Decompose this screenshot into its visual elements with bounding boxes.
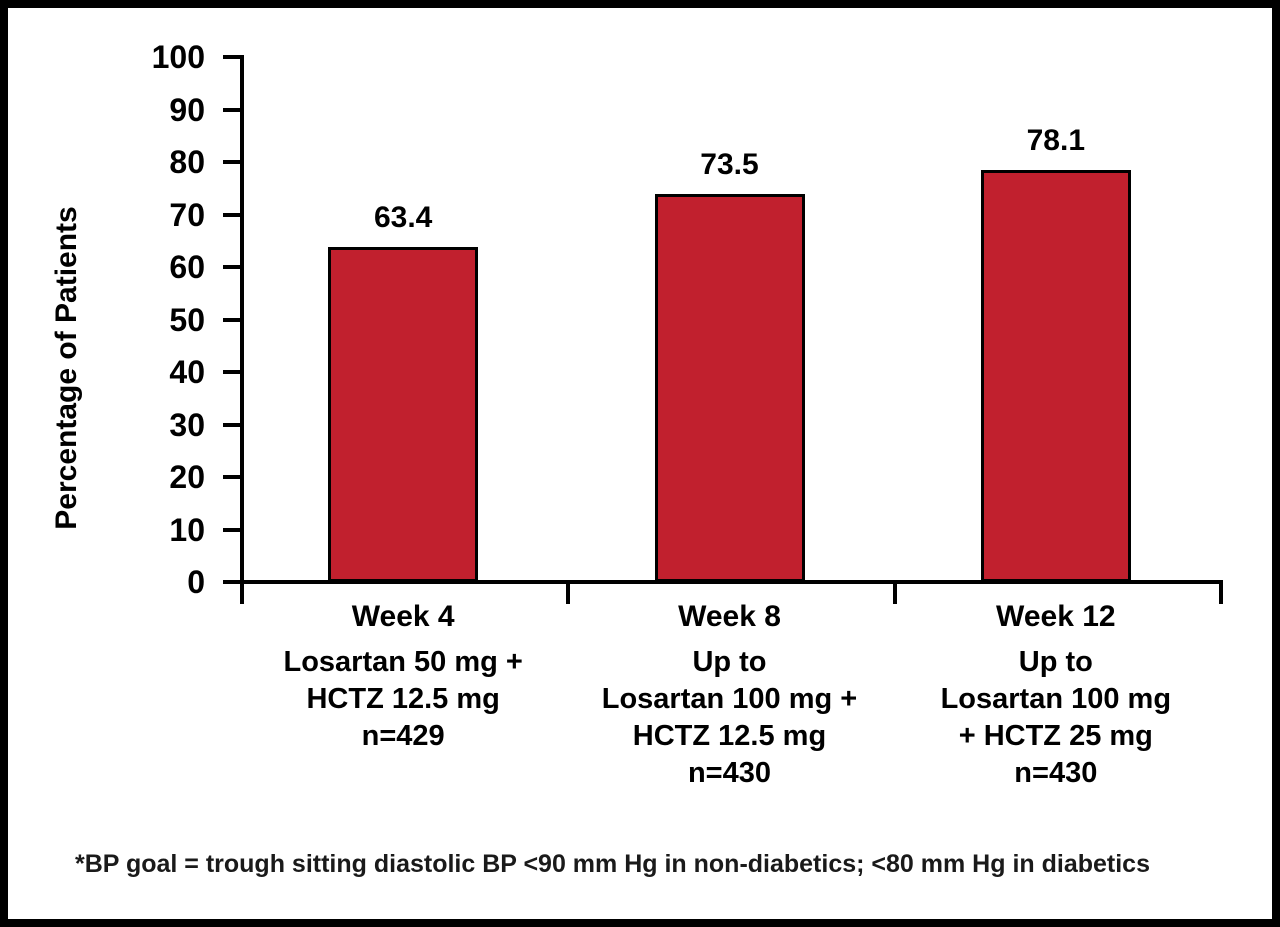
y-axis-tick-label: 90 <box>169 91 205 128</box>
y-axis-tick-label: 70 <box>169 196 205 233</box>
footnote-text: *BP goal = trough sitting diastolic BP <… <box>75 850 1150 878</box>
x-axis-tick <box>1219 580 1223 604</box>
y-axis-tick <box>223 212 240 217</box>
x-axis-tick <box>892 580 897 604</box>
bar-value-label: 78.1 <box>1026 123 1086 157</box>
y-axis-tick-label: 50 <box>169 301 205 338</box>
y-axis-tick-label: 30 <box>169 406 205 443</box>
x-category-label: Week 8 <box>678 600 781 633</box>
y-axis-tick <box>223 580 240 584</box>
y-axis-tick <box>223 475 240 479</box>
y-axis-tick-label: 100 <box>151 39 205 75</box>
x-category-sublabel: n=429 <box>361 720 445 752</box>
bar-value-label: 63.4 <box>373 201 433 235</box>
y-axis-tick-label: 0 <box>187 564 205 600</box>
x-axis-tick <box>240 580 244 604</box>
x-category-sublabel: Losartan 100 mg + <box>601 683 858 715</box>
x-category-sublabel: Up to <box>692 646 767 678</box>
x-category-sublabel: n=430 <box>687 757 772 789</box>
chart-bar <box>328 247 479 582</box>
y-axis-tick <box>223 527 240 532</box>
chart-bar <box>654 194 805 582</box>
y-axis-tick-label: 60 <box>169 249 205 285</box>
x-axis-tick <box>566 580 571 604</box>
y-axis-tick <box>223 317 240 322</box>
x-category-sublabel: HCTZ 12.5 mg <box>632 720 827 752</box>
y-axis-tick <box>223 160 240 164</box>
y-axis-tick <box>223 55 240 59</box>
x-category-sublabel: Losartan 100 mg <box>940 683 1172 715</box>
x-category-sublabel: + HCTZ 25 mg <box>958 720 1153 752</box>
x-category-sublabel: Losartan 50 mg + <box>283 646 523 678</box>
x-category-sublabel: Up to <box>1018 646 1093 678</box>
y-axis-tick-label: 40 <box>169 354 205 390</box>
y-axis-tick <box>223 265 240 269</box>
plot-area: Percentage of Patients 0 10 20 30 40 50 60 70 80… <box>8 8 1272 919</box>
y-axis-tick <box>223 107 240 112</box>
x-category-label: Week 12 <box>996 600 1116 633</box>
y-axis-tick-label: 10 <box>169 511 205 548</box>
y-axis-title: Percentage of Patients <box>50 206 83 530</box>
x-category-sublabel: n=430 <box>1014 757 1098 789</box>
y-axis-tick <box>223 370 240 374</box>
y-axis-line <box>240 55 244 602</box>
x-axis-line <box>223 580 1223 584</box>
chart-bar <box>980 169 1131 582</box>
x-category-sublabel: HCTZ 12.5 mg <box>306 683 500 715</box>
bar-value-label: 73.5 <box>700 148 759 182</box>
y-axis-tick-label: 20 <box>169 459 205 495</box>
y-axis-tick <box>223 422 240 427</box>
y-axis-tick-label: 80 <box>169 144 205 180</box>
x-category-label: Week 4 <box>351 600 455 633</box>
